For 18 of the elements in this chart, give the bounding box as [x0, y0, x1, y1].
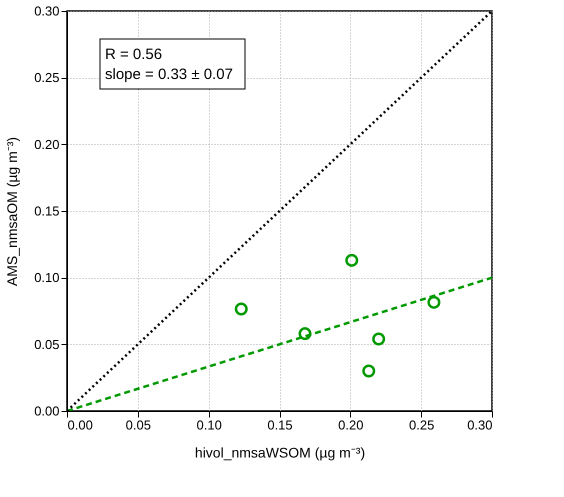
x-tick-label: 0.25 — [409, 418, 434, 432]
x-tick-label: 0.05 — [126, 418, 151, 432]
y-tick-label: 0.10 — [34, 270, 60, 286]
x-tick-label: 0.00 — [68, 418, 93, 432]
x-tick-label: 0.30 — [467, 418, 492, 432]
x-axis-title: hivol_nmsaWSOM (µg m⁻³) — [194, 444, 366, 460]
y-tick-label: 0.00 — [34, 404, 60, 418]
annotation: R = 0.56 — [105, 46, 162, 63]
y-tick-label: 0.05 — [34, 336, 60, 352]
y-axis-title: AMS_nmsaOM (µg m⁻³) — [4, 136, 20, 286]
x-tick-label: 0.20 — [338, 418, 364, 432]
y-tick-label: 0.30 — [34, 4, 60, 18]
y-tick-label: 0.20 — [34, 136, 60, 152]
x-tick-label: 0.10 — [196, 418, 222, 432]
x-tick-label: 0.15 — [267, 418, 293, 432]
y-tick-label: 0.15 — [34, 204, 60, 218]
y-tick-label: 0.25 — [34, 70, 60, 86]
annotation: slope = 0.33 ± 0.07 — [105, 66, 233, 83]
